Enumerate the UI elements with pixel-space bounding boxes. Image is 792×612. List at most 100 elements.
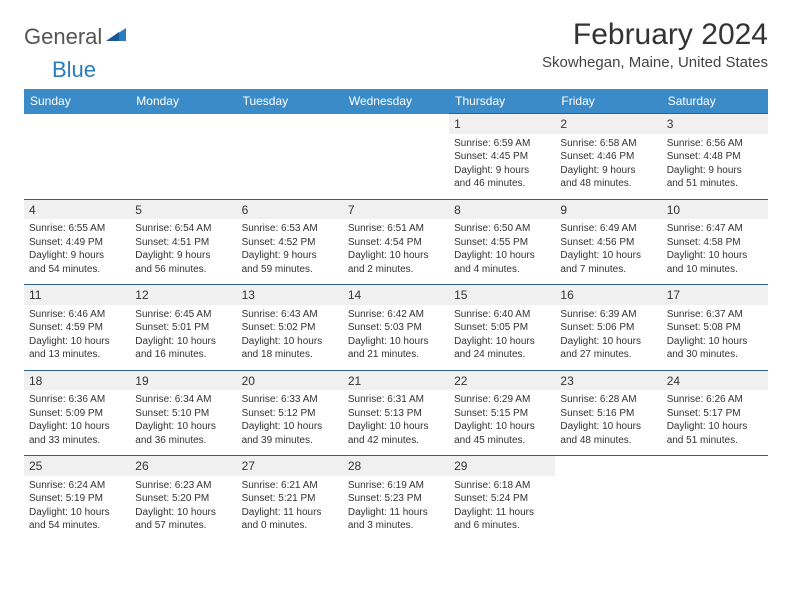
day-number-cell: 14 xyxy=(343,285,449,305)
day-info-line: Daylight: 9 hours xyxy=(29,249,125,263)
weekday-header: Friday xyxy=(555,89,661,114)
day-info-line: Sunrise: 6:31 AM xyxy=(348,393,444,407)
day-content-cell xyxy=(130,134,236,200)
day-info-line: Sunset: 5:24 PM xyxy=(454,492,550,506)
day-info-line: Sunrise: 6:42 AM xyxy=(348,308,444,322)
day-content-cell: Sunrise: 6:28 AMSunset: 5:16 PMDaylight:… xyxy=(555,390,661,456)
day-number-cell xyxy=(662,456,768,476)
day-content-cell: Sunrise: 6:36 AMSunset: 5:09 PMDaylight:… xyxy=(24,390,130,456)
day-number-cell: 13 xyxy=(237,285,343,305)
day-info-line: and 30 minutes. xyxy=(667,348,763,362)
day-number-cell: 2 xyxy=(555,114,661,134)
day-number-cell: 18 xyxy=(24,370,130,390)
day-number-cell xyxy=(24,114,130,134)
day-info-line: Sunrise: 6:54 AM xyxy=(135,222,231,236)
brand-mark-icon xyxy=(106,26,128,47)
day-number-cell: 5 xyxy=(130,199,236,219)
day-info-line: Daylight: 9 hours xyxy=(135,249,231,263)
day-content-cell: Sunrise: 6:37 AMSunset: 5:08 PMDaylight:… xyxy=(662,305,768,371)
day-info-line: and 18 minutes. xyxy=(242,348,338,362)
day-info-line: Sunset: 4:54 PM xyxy=(348,236,444,250)
weekday-header-row: Sunday Monday Tuesday Wednesday Thursday… xyxy=(24,89,768,114)
day-number: 8 xyxy=(454,203,461,217)
day-info-line: Sunset: 4:59 PM xyxy=(29,321,125,335)
day-number: 28 xyxy=(348,459,361,473)
day-number: 7 xyxy=(348,203,355,217)
day-info-line: Daylight: 10 hours xyxy=(560,335,656,349)
day-number-cell: 1 xyxy=(449,114,555,134)
day-info-line: Sunrise: 6:26 AM xyxy=(667,393,763,407)
day-info-line: Sunrise: 6:18 AM xyxy=(454,479,550,493)
day-info-line: Daylight: 11 hours xyxy=(242,506,338,520)
day-content-cell: Sunrise: 6:55 AMSunset: 4:49 PMDaylight:… xyxy=(24,219,130,285)
day-number-cell: 10 xyxy=(662,199,768,219)
day-info-line: Sunrise: 6:28 AM xyxy=(560,393,656,407)
day-number-cell: 29 xyxy=(449,456,555,476)
day-number-cell: 16 xyxy=(555,285,661,305)
day-info-line: and 51 minutes. xyxy=(667,434,763,448)
day-number-cell: 21 xyxy=(343,370,449,390)
day-info-line: Sunset: 4:52 PM xyxy=(242,236,338,250)
day-info-line: Daylight: 10 hours xyxy=(29,420,125,434)
day-info-line: Sunrise: 6:40 AM xyxy=(454,308,550,322)
day-info-line: Sunrise: 6:24 AM xyxy=(29,479,125,493)
week-daynum-row: 2526272829 xyxy=(24,456,768,476)
day-number-cell: 28 xyxy=(343,456,449,476)
day-info-line: Sunrise: 6:51 AM xyxy=(348,222,444,236)
day-info-line: Sunrise: 6:46 AM xyxy=(29,308,125,322)
day-info-line: Sunrise: 6:45 AM xyxy=(135,308,231,322)
day-info-line: Sunset: 4:49 PM xyxy=(29,236,125,250)
day-info-line: Daylight: 11 hours xyxy=(348,506,444,520)
day-info-line: Sunrise: 6:29 AM xyxy=(454,393,550,407)
day-content-cell: Sunrise: 6:54 AMSunset: 4:51 PMDaylight:… xyxy=(130,219,236,285)
day-number: 27 xyxy=(242,459,255,473)
week-content-row: Sunrise: 6:46 AMSunset: 4:59 PM Daylight:… xyxy=(24,305,768,371)
day-info-line: and 46 minutes. xyxy=(454,177,550,191)
day-info-line: Sunrise: 6:50 AM xyxy=(454,222,550,236)
day-info-line: and 54 minutes. xyxy=(29,263,125,277)
day-info-line: and 57 minutes. xyxy=(135,519,231,533)
day-info-line: and 48 minutes. xyxy=(560,177,656,191)
day-number-cell: 9 xyxy=(555,199,661,219)
day-content-cell: Sunrise: 6:47 AMSunset: 4:58 PMDaylight:… xyxy=(662,219,768,285)
weekday-header: Sunday xyxy=(24,89,130,114)
day-number: 9 xyxy=(560,203,567,217)
day-info-line: and 13 minutes. xyxy=(29,348,125,362)
week-daynum-row: 18192021222324 xyxy=(24,370,768,390)
day-number: 18 xyxy=(29,374,42,388)
day-number: 6 xyxy=(242,203,249,217)
calendar-page: General February 2024 Skowhegan, Maine, … xyxy=(0,0,792,551)
day-content-cell xyxy=(343,134,449,200)
day-number: 12 xyxy=(135,288,148,302)
day-number: 13 xyxy=(242,288,255,302)
day-info-line: and 16 minutes. xyxy=(135,348,231,362)
day-number-cell: 25 xyxy=(24,456,130,476)
day-number-cell: 6 xyxy=(237,199,343,219)
page-title: February 2024 xyxy=(542,18,768,52)
day-info-line: Sunset: 5:13 PM xyxy=(348,407,444,421)
day-info-line: Daylight: 10 hours xyxy=(348,420,444,434)
week-content-row: Sunrise: 6:59 AMSunset: 4:45 PMDaylight:… xyxy=(24,134,768,200)
day-info-line: Daylight: 10 hours xyxy=(242,335,338,349)
day-number-cell: 17 xyxy=(662,285,768,305)
day-number: 22 xyxy=(454,374,467,388)
day-content-cell: Sunrise: 6:43 AMSunset: 5:02 PMDaylight:… xyxy=(237,305,343,371)
day-content-cell: Sunrise: 6:19 AMSunset: 5:23 PMDaylight:… xyxy=(343,476,449,541)
day-number: 14 xyxy=(348,288,361,302)
day-content-cell: Sunrise: 6:33 AMSunset: 5:12 PMDaylight:… xyxy=(237,390,343,456)
day-content-cell: Sunrise: 6:59 AMSunset: 4:45 PMDaylight:… xyxy=(449,134,555,200)
day-info-line: Sunset: 5:05 PM xyxy=(454,321,550,335)
day-info-line: Daylight: 10 hours xyxy=(560,249,656,263)
day-info-line: Sunset: 5:10 PM xyxy=(135,407,231,421)
day-content-cell: Sunrise: 6:23 AMSunset: 5:20 PMDaylight:… xyxy=(130,476,236,541)
week-content-row: Sunrise: 6:36 AMSunset: 5:09 PMDaylight:… xyxy=(24,390,768,456)
day-info-line: Sunrise: 6:34 AM xyxy=(135,393,231,407)
day-number: 24 xyxy=(667,374,680,388)
day-info-line: Sunrise: 6:59 AM xyxy=(454,137,550,151)
day-info-line: Sunrise: 6:19 AM xyxy=(348,479,444,493)
day-info-line: and 3 minutes. xyxy=(348,519,444,533)
day-number-cell: 23 xyxy=(555,370,661,390)
day-info-line: Sunrise: 6:53 AM xyxy=(242,222,338,236)
week-daynum-row: 11121314151617 xyxy=(24,285,768,305)
day-info-line: Sunrise: 6:33 AM xyxy=(242,393,338,407)
